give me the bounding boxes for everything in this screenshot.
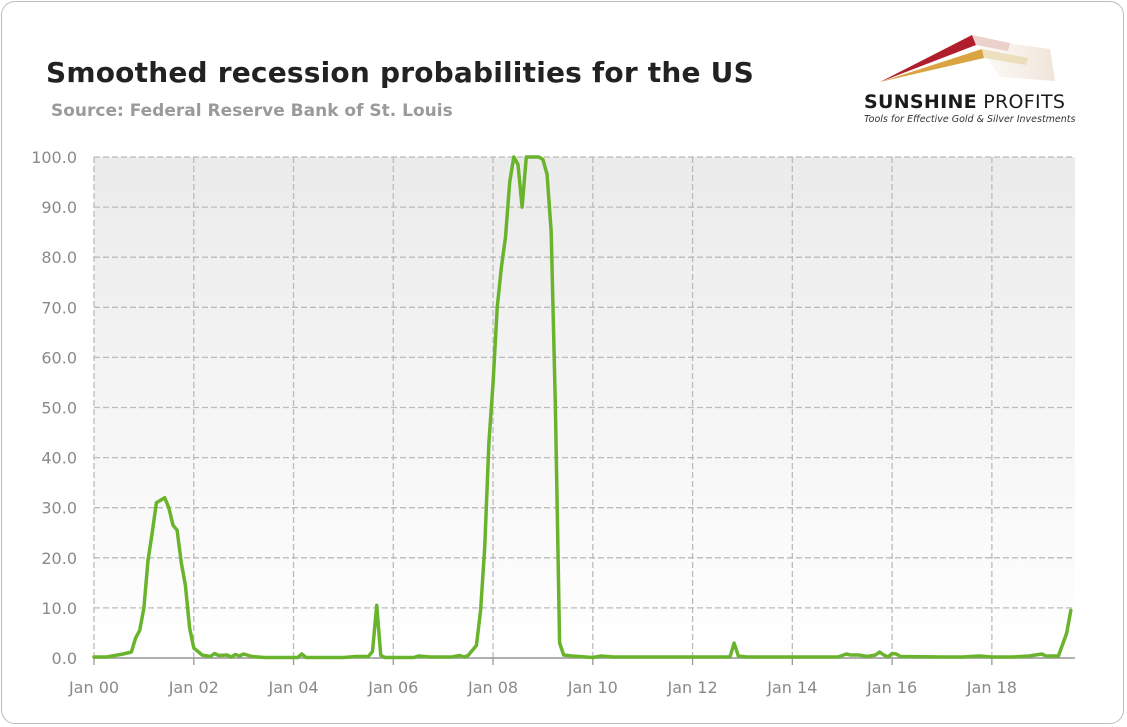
y-tick-label: 40.0 <box>41 449 77 468</box>
y-tick-label: 20.0 <box>41 549 77 568</box>
x-tick-label: Jan 08 <box>467 678 518 697</box>
chart-title: Smoothed recession probabilities for the… <box>46 56 754 89</box>
x-tick-label: Jan 12 <box>667 678 718 697</box>
y-tick-label: 100.0 <box>31 148 77 167</box>
x-tick-label: Jan 16 <box>866 678 917 697</box>
axis-layer: 0.0 10.0 20.0 30.0 40.0 50.0 60.0 70.0 80.0 90.0 1… <box>31 148 1075 697</box>
sun-rays-icon <box>880 35 1055 82</box>
x-tick-label: Jan 00 <box>68 678 119 697</box>
y-tick-label: 90.0 <box>41 198 77 217</box>
y-tick-label: 0.0 <box>52 649 77 668</box>
recession-probability-line <box>92 155 1073 660</box>
sunshine-profits-logo: SUNSHINE PROFITS Tools for Effective Gol… <box>850 25 1085 130</box>
logo-name: SUNSHINE PROFITS <box>864 91 1066 113</box>
logo-tagline: Tools for Effective Gold & Silver Invest… <box>864 114 1076 125</box>
y-tick-label: 60.0 <box>41 348 77 367</box>
x-tick-label: Jan 02 <box>168 678 219 697</box>
y-tick-label: 80.0 <box>41 248 77 267</box>
x-tick-label: Jan 14 <box>766 678 817 697</box>
x-tick-label: Jan 04 <box>267 678 318 697</box>
y-tick-label: 30.0 <box>41 499 77 518</box>
chart-subtitle: Source: Federal Reserve Bank of St. Loui… <box>51 101 453 121</box>
y-tick-label: 10.0 <box>41 599 77 618</box>
x-tick-label: Jan 10 <box>567 678 618 697</box>
x-tick-label: Jan 18 <box>966 678 1017 697</box>
series-layer <box>92 155 1073 660</box>
y-tick-label: 50.0 <box>41 399 77 418</box>
y-tick-label: 70.0 <box>41 298 77 317</box>
x-tick-label: Jan 06 <box>367 678 418 697</box>
